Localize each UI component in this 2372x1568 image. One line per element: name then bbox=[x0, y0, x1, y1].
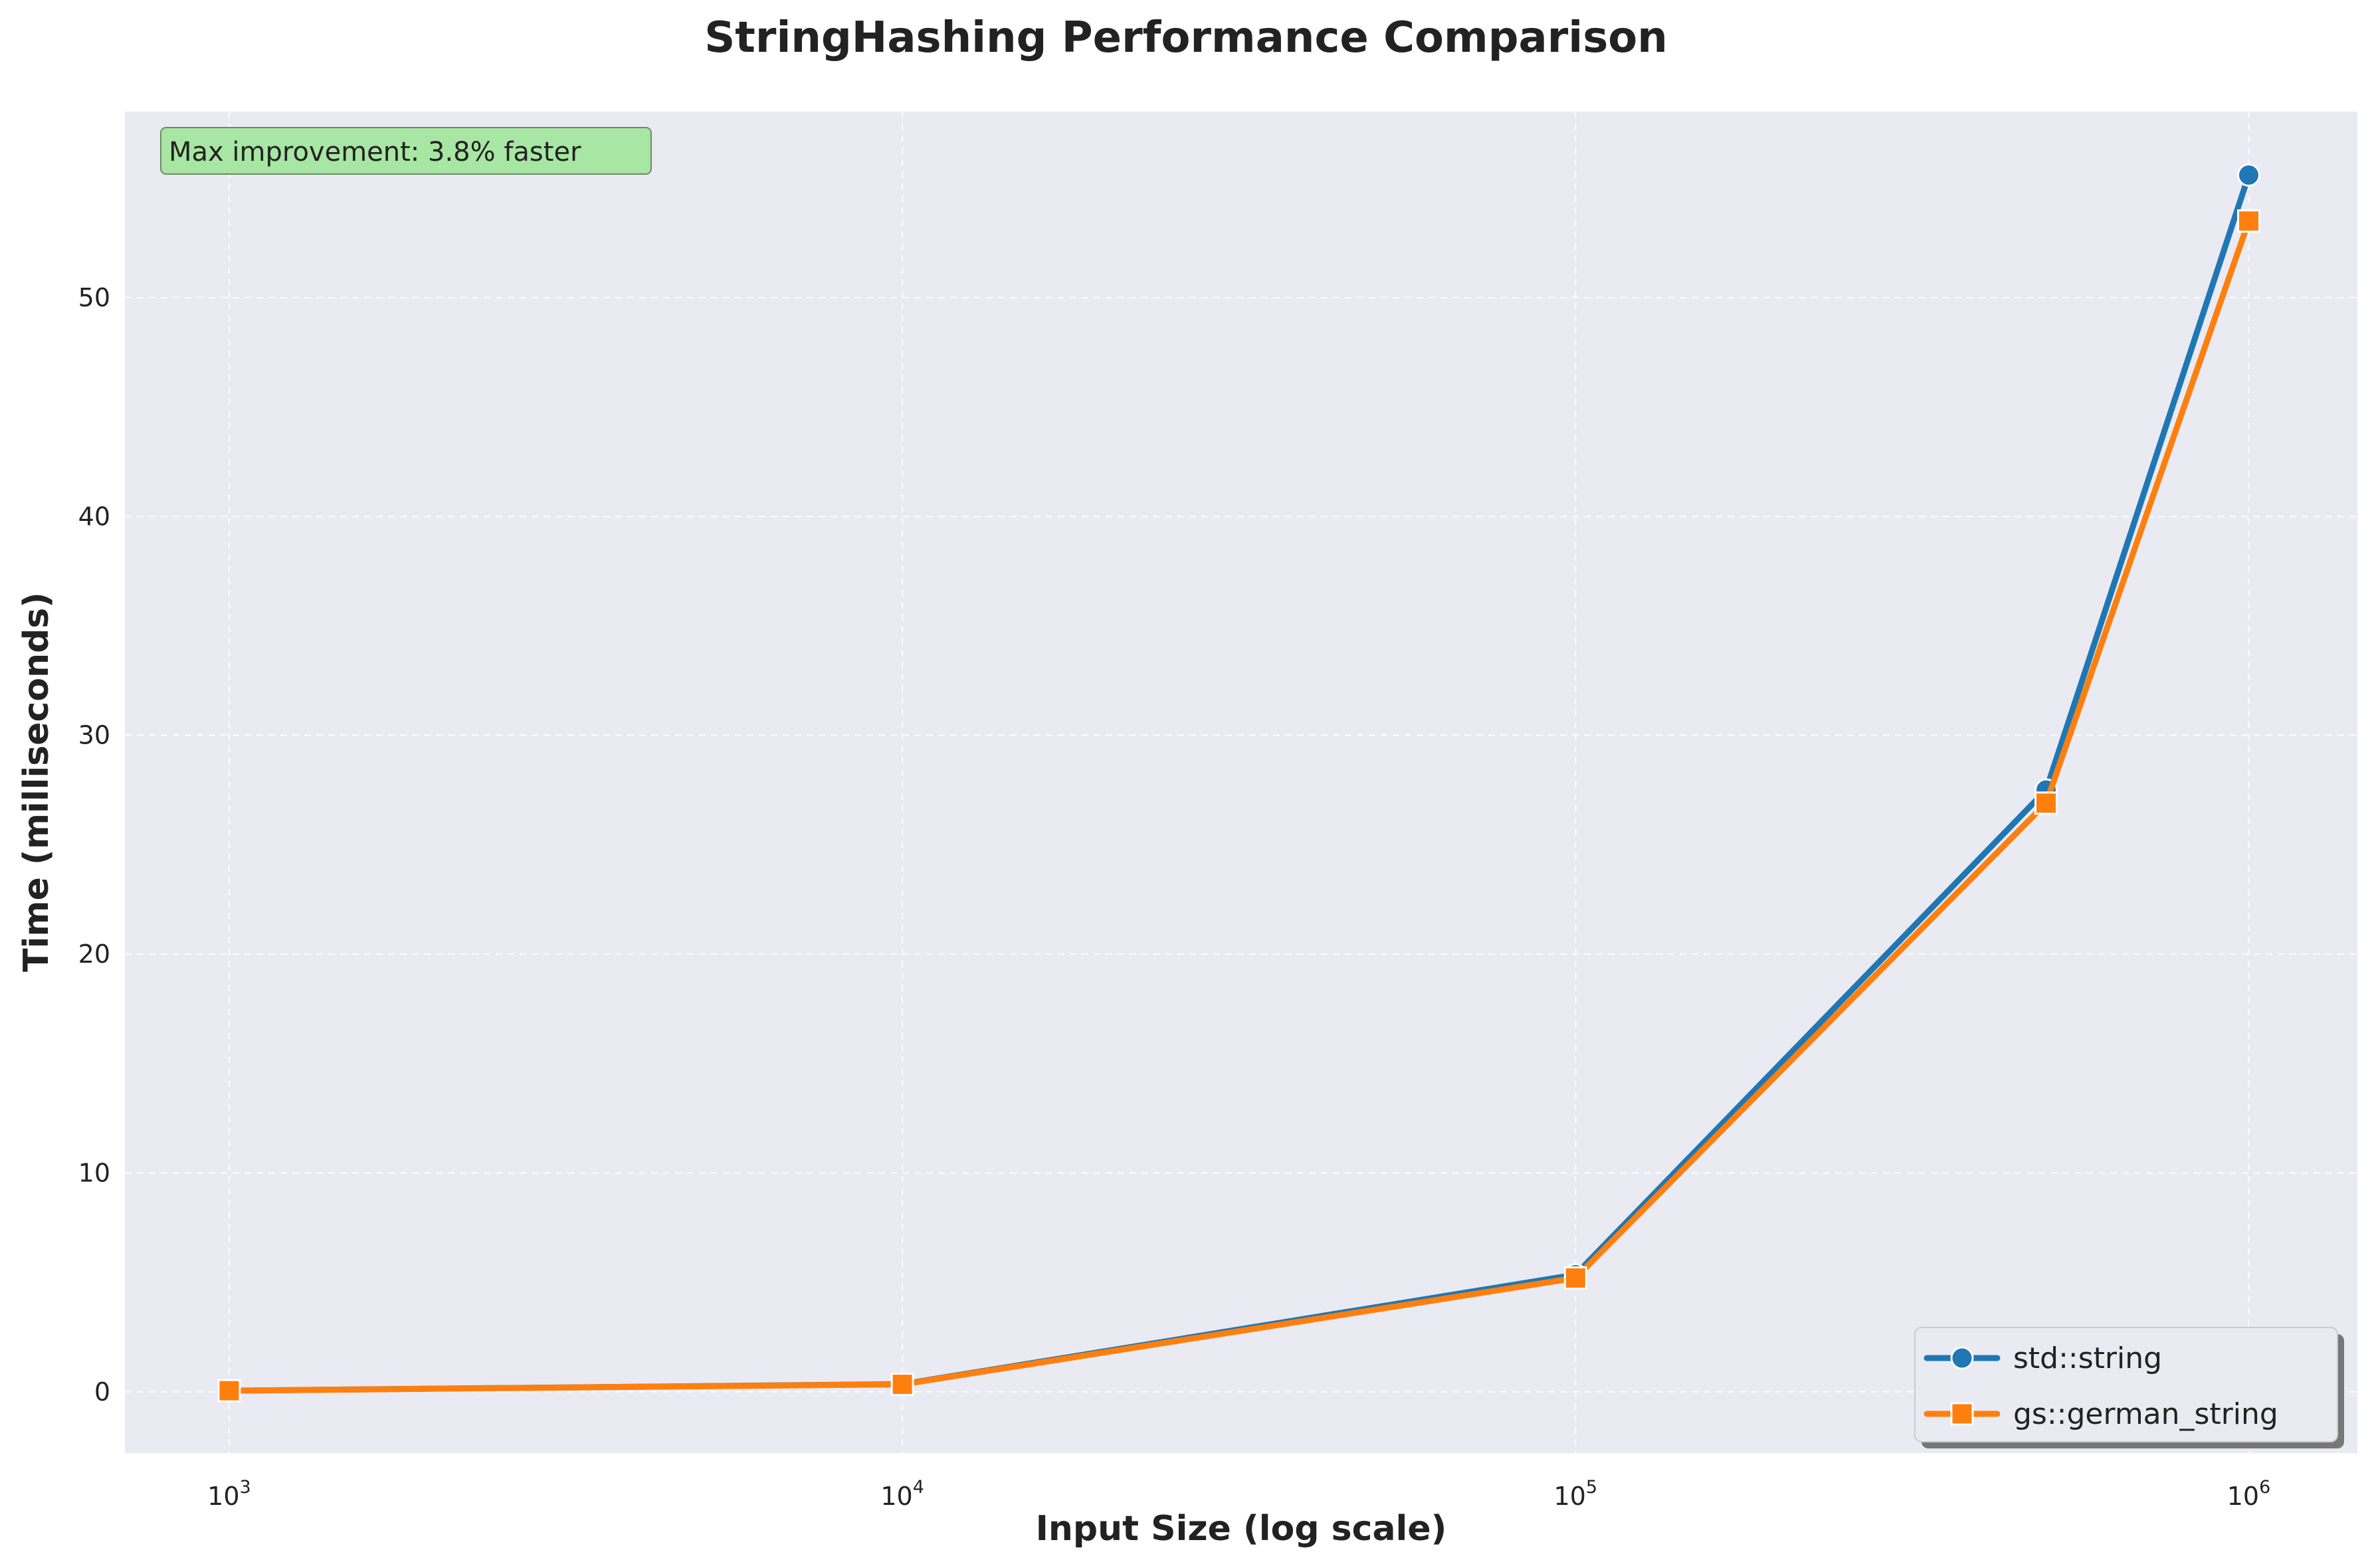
annotation-text: Max improvement: 3.8% faster bbox=[169, 137, 581, 167]
legend-marker bbox=[1950, 1346, 1974, 1370]
data-point bbox=[1563, 1266, 1587, 1290]
x-tick-label: 104 bbox=[880, 1477, 924, 1511]
series-layer bbox=[217, 163, 2261, 1403]
x-axis-label: Input Size (log scale) bbox=[1036, 1509, 1447, 1549]
x-tick-label: 106 bbox=[2227, 1477, 2271, 1511]
y-tick-label: 30 bbox=[78, 721, 110, 750]
y-axis-label: Time (milliseconds) bbox=[17, 592, 56, 972]
annotation-background bbox=[160, 127, 652, 175]
y-tick-label: 0 bbox=[94, 1377, 110, 1407]
grid-lines bbox=[125, 112, 2357, 1453]
y-tick-label: 50 bbox=[78, 283, 110, 312]
plot-area bbox=[125, 112, 2357, 1453]
data-point bbox=[2237, 209, 2261, 233]
legend-item: gs::german_string bbox=[1924, 1397, 2278, 1431]
data-point bbox=[2237, 163, 2261, 187]
series-2 bbox=[217, 209, 2261, 1403]
tick-labels: 0 10 20 30 40 50 103 104 105 106 bbox=[78, 283, 2271, 1511]
legend-label: gs::german_string bbox=[2013, 1397, 2278, 1431]
x-tick-label: 103 bbox=[207, 1477, 251, 1511]
legend-item: std::string bbox=[1924, 1341, 2162, 1375]
y-tick-label: 40 bbox=[78, 502, 110, 531]
y-tick-label: 10 bbox=[78, 1158, 110, 1187]
data-point bbox=[217, 1379, 241, 1403]
x-tick-label: 105 bbox=[1554, 1477, 1598, 1511]
annotation-box: Max improvement: 3.8% faster bbox=[160, 127, 652, 175]
y-tick-label: 20 bbox=[78, 939, 110, 969]
legend-background bbox=[1914, 1327, 2338, 1442]
legend-label: std::string bbox=[2013, 1341, 2162, 1375]
data-point bbox=[890, 1373, 914, 1397]
data-point bbox=[2034, 791, 2058, 815]
legend-marker bbox=[1950, 1402, 1974, 1426]
chart-title: StringHashing Performance Comparison bbox=[704, 13, 1668, 62]
